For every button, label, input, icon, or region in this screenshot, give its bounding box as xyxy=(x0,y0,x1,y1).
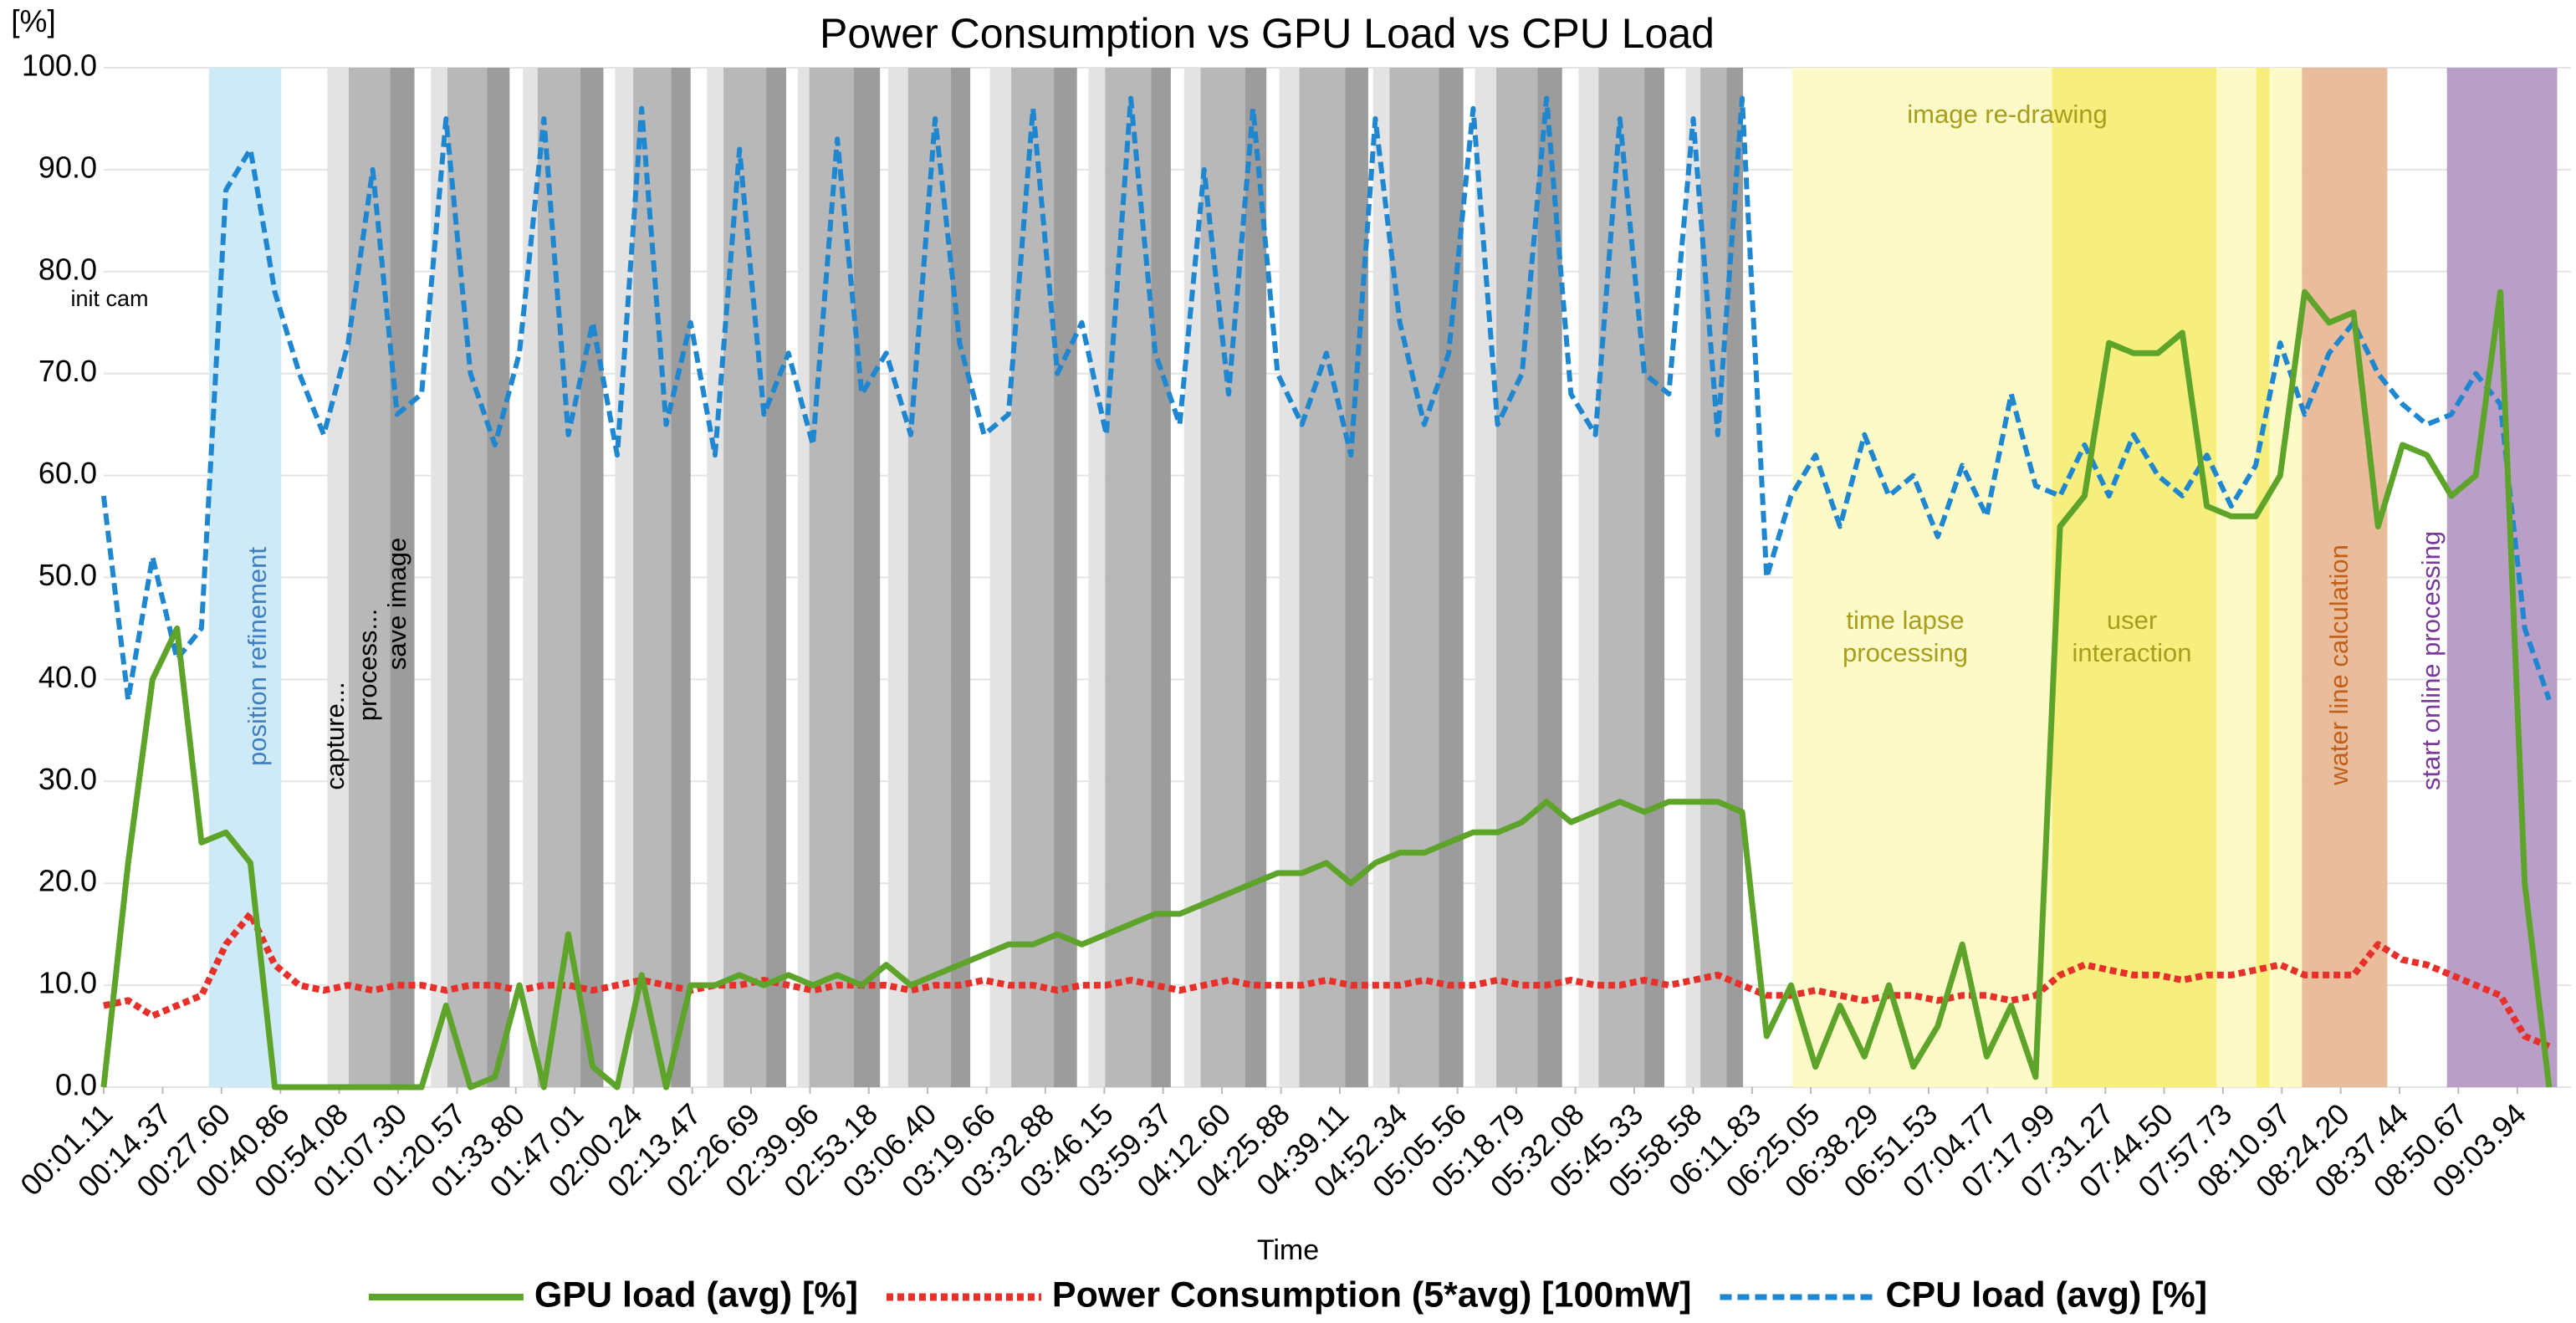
legend-label: GPU load (avg) [%] xyxy=(534,1274,858,1315)
cycle-capture xyxy=(1183,68,1201,1087)
annotation: image re-drawing xyxy=(1907,100,2108,129)
annotation: start online processing xyxy=(2416,531,2446,790)
cycle-process xyxy=(1389,68,1439,1087)
series-line xyxy=(103,910,2551,1050)
cycle-save xyxy=(1151,68,1171,1087)
y-tick-label: 60.0 xyxy=(38,456,97,490)
annotation: time lapse xyxy=(1846,605,1964,635)
cycle-process xyxy=(348,68,391,1087)
annotation: water line calculation xyxy=(2324,544,2354,786)
y-tick-label: 50.0 xyxy=(38,558,97,592)
cycle-process xyxy=(537,68,580,1087)
cycle-save xyxy=(671,68,691,1087)
cycle-capture xyxy=(523,68,538,1087)
annotation: processing xyxy=(1843,638,1968,667)
cycle-capture xyxy=(707,68,724,1087)
cycle-capture xyxy=(1279,68,1300,1087)
y-tick-label: 30.0 xyxy=(38,762,97,796)
cycle-save xyxy=(1726,68,1744,1087)
legend-label: Power Consumption (5*avg) [100mW] xyxy=(1052,1274,1692,1315)
cycle-save xyxy=(487,68,510,1087)
cycle-save xyxy=(853,68,881,1087)
regions xyxy=(208,68,2558,1087)
cycle-capture xyxy=(327,68,349,1087)
series-line xyxy=(100,95,2552,702)
cycle-process xyxy=(1011,68,1055,1087)
cycle-capture xyxy=(615,68,634,1087)
cycle-process xyxy=(1496,68,1538,1087)
y-tick-label: 80.0 xyxy=(38,252,97,286)
y-tick-label: 100.0 xyxy=(22,49,97,83)
region xyxy=(1792,68,2303,1087)
annotation: process... xyxy=(353,609,382,721)
y-tick-label: 10.0 xyxy=(38,966,97,1000)
cycle-capture xyxy=(989,68,1012,1087)
cycle-capture xyxy=(887,68,908,1087)
y-tick-label: 20.0 xyxy=(38,864,97,898)
cycle-process xyxy=(907,68,951,1087)
cycle-capture xyxy=(431,68,447,1087)
region xyxy=(2446,68,2558,1087)
cycle-save xyxy=(1054,68,1077,1087)
y-axis-label: [%] xyxy=(11,4,55,38)
cycle-capture xyxy=(1372,68,1390,1087)
cycle-save xyxy=(1345,68,1368,1087)
y-tick-label: 90.0 xyxy=(38,150,97,184)
cycle-process xyxy=(1200,68,1245,1087)
legend: GPU load (avg) [%] Power Consumption (5*a… xyxy=(368,1274,2207,1315)
cycle-capture xyxy=(1685,68,1701,1087)
cycle-capture xyxy=(1578,68,1599,1087)
cycle-process xyxy=(1700,68,1727,1087)
cycle-capture xyxy=(797,68,810,1087)
cycle-process xyxy=(1598,68,1645,1087)
x-axis-label: Time xyxy=(1257,1234,1319,1266)
annotation: position refinement xyxy=(243,547,272,766)
region xyxy=(2302,68,2388,1087)
chart-title: Power Consumption vs GPU Load vs CPU Loa… xyxy=(820,10,1715,57)
series-line xyxy=(100,289,2553,1091)
cycle-process xyxy=(447,68,488,1087)
annotation: capture... xyxy=(320,682,350,789)
cycle-save xyxy=(1644,68,1664,1087)
legend-label: CPU load (avg) [%] xyxy=(1885,1274,2207,1315)
region xyxy=(2052,68,2217,1087)
y-tick-label: 0.0 xyxy=(55,1068,97,1102)
annotation: init cam xyxy=(70,286,148,311)
region xyxy=(2256,68,2270,1087)
y-tick-label: 40.0 xyxy=(38,660,97,694)
cycle-save xyxy=(766,68,787,1087)
annotation: user xyxy=(2107,605,2157,635)
cycle-save xyxy=(580,68,604,1087)
cycle-process xyxy=(1299,68,1346,1087)
cycle-process xyxy=(633,68,672,1087)
lines xyxy=(100,95,2553,1091)
cycle-save xyxy=(390,68,415,1087)
cycle-capture xyxy=(1088,68,1106,1087)
y-tick-label: 70.0 xyxy=(38,354,97,388)
cycle-capture xyxy=(1475,68,1497,1087)
annotation: interaction xyxy=(2072,638,2191,667)
cycle-save xyxy=(950,68,971,1087)
annotation: save image xyxy=(382,538,411,671)
